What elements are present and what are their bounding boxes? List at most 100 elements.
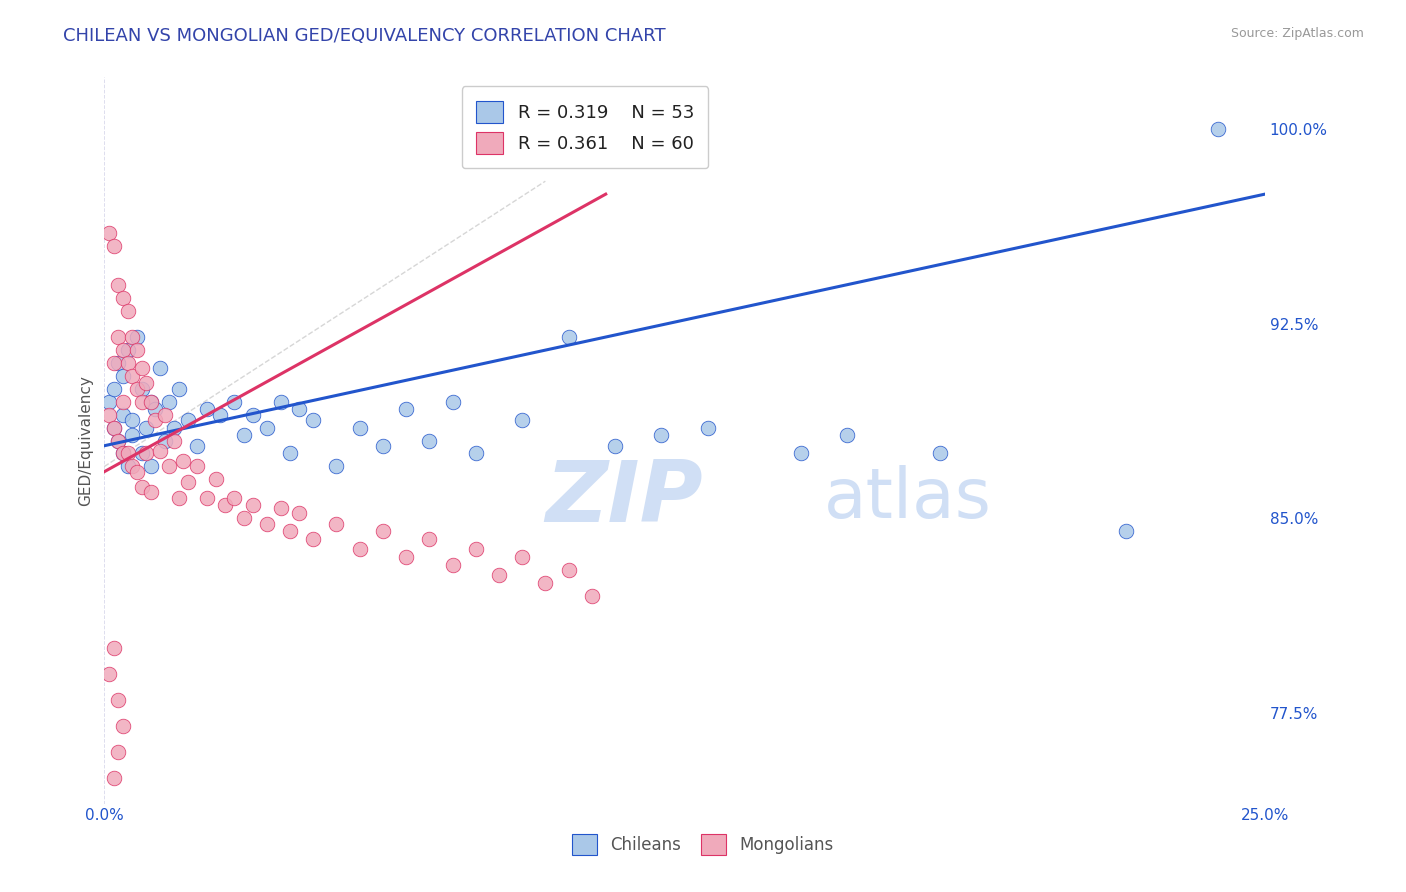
Point bbox=[117, 459, 139, 474]
Point bbox=[534, 576, 557, 591]
Point bbox=[186, 439, 208, 453]
Point bbox=[103, 771, 125, 785]
Point bbox=[204, 472, 226, 486]
Point bbox=[131, 360, 153, 375]
Point bbox=[107, 277, 129, 292]
Point bbox=[557, 330, 579, 344]
Point bbox=[153, 434, 176, 448]
Point bbox=[117, 303, 139, 318]
Point bbox=[488, 568, 510, 582]
Point bbox=[242, 408, 264, 422]
Point bbox=[256, 420, 278, 434]
Point bbox=[172, 454, 194, 468]
Point bbox=[288, 402, 311, 417]
Point bbox=[98, 394, 121, 409]
Point bbox=[349, 542, 371, 557]
Point bbox=[135, 420, 157, 434]
Point bbox=[121, 330, 143, 344]
Point bbox=[111, 446, 134, 460]
Point bbox=[1115, 524, 1137, 539]
Point bbox=[163, 434, 186, 448]
Point bbox=[929, 446, 952, 460]
Point bbox=[121, 413, 143, 427]
Text: ZIP: ZIP bbox=[546, 457, 703, 541]
Point bbox=[117, 446, 139, 460]
Point bbox=[111, 408, 134, 422]
Point bbox=[98, 408, 121, 422]
Point bbox=[696, 420, 718, 434]
Point bbox=[111, 343, 134, 357]
Point bbox=[107, 693, 129, 707]
Point bbox=[145, 413, 167, 427]
Point bbox=[103, 640, 125, 655]
Point bbox=[209, 408, 232, 422]
Point bbox=[325, 459, 347, 474]
Point bbox=[278, 524, 301, 539]
Point bbox=[371, 524, 394, 539]
Point bbox=[270, 394, 292, 409]
Point bbox=[107, 330, 129, 344]
Point bbox=[278, 446, 301, 460]
Point bbox=[464, 542, 486, 557]
Point bbox=[117, 356, 139, 370]
Point bbox=[135, 446, 157, 460]
Point bbox=[195, 491, 218, 505]
Point bbox=[111, 291, 134, 305]
Point bbox=[371, 439, 394, 453]
Point bbox=[418, 434, 440, 448]
Point bbox=[288, 506, 311, 520]
Point bbox=[131, 394, 153, 409]
Point bbox=[510, 413, 533, 427]
Point bbox=[149, 443, 172, 458]
Point bbox=[121, 428, 143, 442]
Point bbox=[125, 465, 148, 479]
Point bbox=[167, 491, 190, 505]
Point bbox=[349, 420, 371, 434]
Point bbox=[157, 459, 180, 474]
Point bbox=[395, 550, 418, 565]
Point bbox=[224, 491, 246, 505]
Point bbox=[835, 428, 858, 442]
Point bbox=[557, 563, 579, 577]
Point bbox=[107, 434, 129, 448]
Point bbox=[242, 499, 264, 513]
Y-axis label: GED/Equivalency: GED/Equivalency bbox=[79, 376, 93, 506]
Point bbox=[232, 428, 254, 442]
Point bbox=[167, 382, 190, 396]
Point bbox=[107, 356, 129, 370]
Point bbox=[186, 459, 208, 474]
Point bbox=[121, 459, 143, 474]
Point bbox=[103, 420, 125, 434]
Point bbox=[149, 360, 172, 375]
Text: CHILEAN VS MONGOLIAN GED/EQUIVALENCY CORRELATION CHART: CHILEAN VS MONGOLIAN GED/EQUIVALENCY COR… bbox=[63, 27, 666, 45]
Point bbox=[125, 330, 148, 344]
Point bbox=[135, 376, 157, 391]
Point bbox=[103, 356, 125, 370]
Point bbox=[111, 394, 134, 409]
Point bbox=[98, 667, 121, 681]
Point bbox=[125, 343, 148, 357]
Point bbox=[195, 402, 218, 417]
Point bbox=[581, 589, 603, 603]
Point bbox=[177, 413, 200, 427]
Point bbox=[214, 499, 236, 513]
Point bbox=[125, 382, 148, 396]
Point bbox=[177, 475, 200, 489]
Point bbox=[98, 226, 121, 240]
Point bbox=[302, 532, 325, 546]
Legend: R = 0.319    N = 53, R = 0.361    N = 60: R = 0.319 N = 53, R = 0.361 N = 60 bbox=[461, 87, 709, 169]
Point bbox=[157, 394, 180, 409]
Point bbox=[131, 480, 153, 494]
Point bbox=[139, 394, 162, 409]
Point bbox=[145, 402, 167, 417]
Point bbox=[111, 446, 134, 460]
Point bbox=[153, 408, 176, 422]
Point bbox=[325, 516, 347, 531]
Point bbox=[789, 446, 811, 460]
Point bbox=[103, 382, 125, 396]
Point bbox=[650, 428, 672, 442]
Point bbox=[395, 402, 418, 417]
Point bbox=[464, 446, 486, 460]
Point bbox=[441, 558, 464, 572]
Point bbox=[163, 420, 186, 434]
